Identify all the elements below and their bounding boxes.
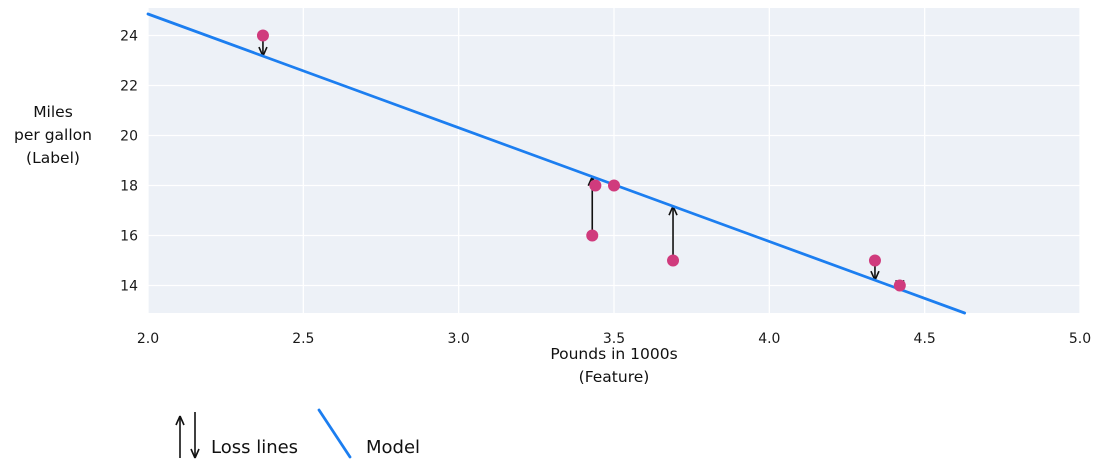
legend-loss-lines-label: Loss lines bbox=[211, 437, 299, 458]
chart-plot-svg: 2.0 2.5 3.0 3.5 4.0 4.5 5.0 24 22 20 18 16 14 bbox=[120, 8, 1091, 347]
data-point bbox=[256, 29, 269, 42]
loss-line-arrowhead bbox=[874, 270, 880, 281]
loss-line-arrowhead bbox=[668, 205, 674, 216]
data-point bbox=[589, 179, 602, 192]
y-tick-label: 16 bbox=[120, 229, 138, 245]
x-tick-label: 2.0 bbox=[137, 331, 159, 347]
x-tick-label: 4.5 bbox=[914, 331, 936, 347]
loss-line-arrowhead bbox=[587, 176, 593, 186]
data-point bbox=[868, 254, 881, 267]
x-tick-label: 3.5 bbox=[603, 331, 625, 347]
data-point bbox=[667, 254, 680, 267]
y-tick-label: 22 bbox=[120, 79, 138, 95]
y-tick-label: 20 bbox=[120, 129, 138, 145]
loss-line-arrowhead bbox=[262, 46, 268, 57]
y-tick-label: 14 bbox=[120, 279, 138, 295]
y-tick-label: 24 bbox=[120, 29, 138, 45]
data-point bbox=[608, 179, 620, 192]
legend-model-label: Model bbox=[366, 437, 421, 458]
y-tick-label: 18 bbox=[120, 179, 138, 195]
data-point bbox=[893, 279, 906, 292]
x-tick-label: 3.0 bbox=[448, 331, 470, 347]
model-line bbox=[146, 12, 967, 315]
loss-lines-legend-icon bbox=[175, 412, 200, 459]
x-tick-label: 4.0 bbox=[758, 331, 780, 347]
x-tick-label: 2.5 bbox=[292, 331, 314, 347]
x-axis-title: Pounds in 1000s (Feature) bbox=[550, 345, 678, 386]
data-point bbox=[586, 229, 599, 242]
model-legend-icon bbox=[317, 408, 352, 459]
y-axis-title: Miles per gallon (Label) bbox=[14, 103, 92, 167]
x-tick-label: 5.0 bbox=[1069, 331, 1091, 347]
